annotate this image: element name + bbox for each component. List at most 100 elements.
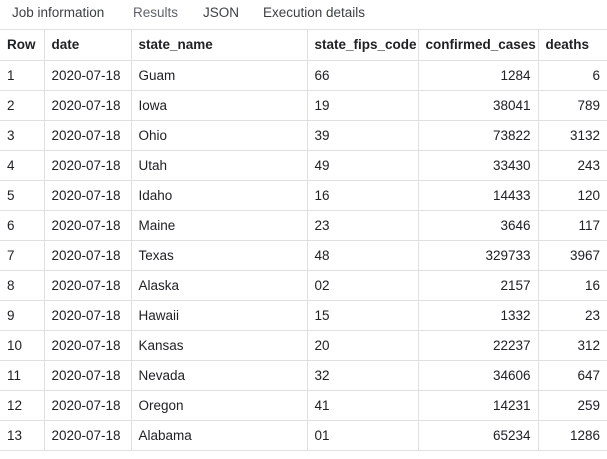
cell-confirmed-cases: 38041: [418, 90, 539, 121]
cell-state-fips-code: 01: [307, 420, 419, 451]
cell-state-name: Oregon: [131, 390, 308, 421]
cell-deaths: 6: [538, 60, 607, 91]
cell-date: 2020-07-18: [44, 300, 132, 331]
cell-confirmed-cases: 34606: [418, 360, 539, 391]
cell-date: 2020-07-18: [44, 270, 132, 301]
tab-results[interactable]: Results: [133, 5, 179, 20]
cell-state-fips-code: 49: [307, 150, 419, 181]
table-header-row: Row date state_name state_fips_code conf…: [0, 30, 607, 61]
cell-state-name: Nevada: [131, 360, 308, 391]
cell-confirmed-cases: 22237: [418, 330, 539, 361]
cell-deaths: 243: [538, 150, 607, 181]
tab-json[interactable]: JSON: [203, 5, 240, 20]
table-row: 3 2020-07-18 Ohio 39 73822 3132: [0, 120, 607, 151]
cell-date: 2020-07-18: [44, 60, 132, 91]
cell-state-fips-code: 20: [307, 330, 419, 361]
cell-deaths: 117: [538, 210, 607, 241]
cell-deaths: 1286: [538, 420, 607, 451]
cell-confirmed-cases: 33430: [418, 150, 539, 181]
cell-row-number: 13: [0, 420, 45, 451]
table-row: 4 2020-07-18 Utah 49 33430 243: [0, 150, 607, 181]
cell-row-number: 5: [0, 180, 45, 211]
cell-deaths: 789: [538, 90, 607, 121]
table-row: 8 2020-07-18 Alaska 02 2157 16: [0, 270, 607, 301]
cell-state-name: Iowa: [131, 90, 308, 121]
cell-deaths: 312: [538, 330, 607, 361]
cell-confirmed-cases: 329733: [418, 240, 539, 271]
cell-date: 2020-07-18: [44, 150, 132, 181]
cell-confirmed-cases: 14231: [418, 390, 539, 421]
cell-row-number: 6: [0, 210, 45, 241]
cell-state-name: Ohio: [131, 120, 308, 151]
cell-date: 2020-07-18: [44, 120, 132, 151]
cell-confirmed-cases: 14433: [418, 180, 539, 211]
cell-row-number: 10: [0, 330, 45, 361]
cell-row-number: 3: [0, 120, 45, 151]
cell-deaths: 3967: [538, 240, 607, 271]
cell-state-fips-code: 48: [307, 240, 419, 271]
table-row: 7 2020-07-18 Texas 48 329733 3967: [0, 240, 607, 271]
cell-state-fips-code: 23: [307, 210, 419, 241]
cell-date: 2020-07-18: [44, 360, 132, 391]
cell-date: 2020-07-18: [44, 240, 132, 271]
table-row: 2 2020-07-18 Iowa 19 38041 789: [0, 90, 607, 121]
cell-date: 2020-07-18: [44, 330, 132, 361]
cell-confirmed-cases: 3646: [418, 210, 539, 241]
table-row: 12 2020-07-18 Oregon 41 14231 259: [0, 390, 607, 421]
cell-row-number: 7: [0, 240, 45, 271]
table-row: 6 2020-07-18 Maine 23 3646 117: [0, 210, 607, 241]
cell-deaths: 120: [538, 180, 607, 211]
tab-execution-details[interactable]: Execution details: [263, 5, 366, 20]
table-row: 10 2020-07-18 Kansas 20 22237 312: [0, 330, 607, 361]
cell-state-name: Hawaii: [131, 300, 308, 331]
cell-deaths: 23: [538, 300, 607, 331]
column-header-deaths[interactable]: deaths: [538, 30, 607, 61]
column-header-state-fips-code[interactable]: state_fips_code: [307, 30, 419, 61]
cell-state-name: Alabama: [131, 420, 308, 451]
cell-date: 2020-07-18: [44, 390, 132, 421]
cell-state-fips-code: 19: [307, 90, 419, 121]
cell-state-fips-code: 32: [307, 360, 419, 391]
cell-state-fips-code: 15: [307, 300, 419, 331]
cell-confirmed-cases: 65234: [418, 420, 539, 451]
column-header-date[interactable]: date: [44, 30, 132, 61]
cell-state-fips-code: 39: [307, 120, 419, 151]
results-table: Row date state_name state_fips_code conf…: [0, 30, 607, 451]
cell-row-number: 2: [0, 90, 45, 121]
cell-row-number: 12: [0, 390, 45, 421]
table-row: 11 2020-07-18 Nevada 32 34606 647: [0, 360, 607, 391]
cell-row-number: 9: [0, 300, 45, 331]
cell-confirmed-cases: 1332: [418, 300, 539, 331]
column-header-confirmed-cases[interactable]: confirmed_cases: [418, 30, 539, 61]
cell-state-name: Kansas: [131, 330, 308, 361]
cell-state-fips-code: 41: [307, 390, 419, 421]
cell-date: 2020-07-18: [44, 420, 132, 451]
cell-state-fips-code: 66: [307, 60, 419, 91]
cell-state-name: Idaho: [131, 180, 308, 211]
column-header-row[interactable]: Row: [0, 30, 45, 61]
cell-date: 2020-07-18: [44, 90, 132, 121]
cell-date: 2020-07-18: [44, 180, 132, 211]
cell-state-fips-code: 02: [307, 270, 419, 301]
cell-deaths: 259: [538, 390, 607, 421]
table-row: 1 2020-07-18 Guam 66 1284 6: [0, 60, 607, 91]
cell-row-number: 1: [0, 60, 45, 91]
cell-deaths: 3132: [538, 120, 607, 151]
cell-state-name: Alaska: [131, 270, 308, 301]
cell-state-name: Texas: [131, 240, 308, 271]
table-row: 9 2020-07-18 Hawaii 15 1332 23: [0, 300, 607, 331]
cell-state-fips-code: 16: [307, 180, 419, 211]
column-header-state-name[interactable]: state_name: [131, 30, 308, 61]
cell-deaths: 647: [538, 360, 607, 391]
table-row: 5 2020-07-18 Idaho 16 14433 120: [0, 180, 607, 211]
cell-row-number: 4: [0, 150, 45, 181]
tab-job-information[interactable]: Job information: [12, 5, 105, 20]
results-tab-bar: Job information Results JSON Execution d…: [0, 0, 607, 30]
table-body: 1 2020-07-18 Guam 66 1284 6 2 2020-07-18 Iowa 19 3…: [0, 60, 607, 451]
cell-row-number: 8: [0, 270, 45, 301]
cell-date: 2020-07-18: [44, 210, 132, 241]
cell-state-name: Utah: [131, 150, 308, 181]
cell-confirmed-cases: 73822: [418, 120, 539, 151]
cell-state-name: Guam: [131, 60, 308, 91]
cell-confirmed-cases: 1284: [418, 60, 539, 91]
